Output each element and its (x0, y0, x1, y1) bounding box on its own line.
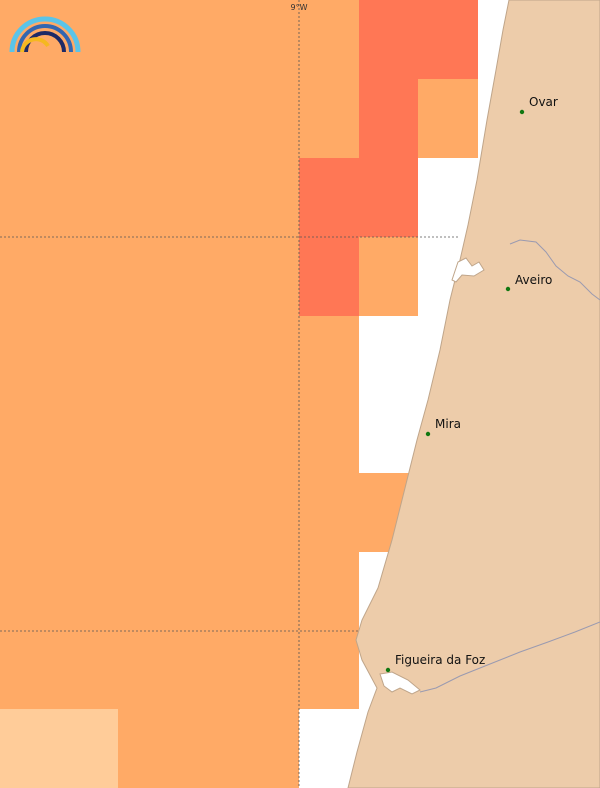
grid-cell-high-north (359, 0, 478, 79)
city-dot[interactable] (425, 431, 431, 437)
river-mondego (419, 621, 600, 693)
grid-cell-high-aveiro (299, 237, 359, 316)
city-label: Figueira da Foz (395, 653, 485, 667)
grid-cell-medium-ovar (418, 79, 478, 158)
graticule (0, 0, 458, 788)
grid-cell-medium-main (0, 0, 359, 709)
grid-cell-high-center (299, 158, 418, 237)
city-dot[interactable] (519, 109, 525, 115)
shaded-grid-cells (0, 0, 478, 788)
city-dot[interactable] (505, 286, 511, 292)
city-label: Ovar (529, 95, 558, 109)
land-mass (347, 0, 600, 788)
grid-cell-low-southwest (0, 709, 118, 788)
mondego-estuary (379, 671, 421, 695)
city-dot[interactable] (385, 667, 391, 673)
city-label: Aveiro (515, 273, 552, 287)
city-label: Mira (435, 417, 461, 431)
river-vouga (509, 239, 600, 301)
provider-logo-icon[interactable] (9, 16, 81, 53)
longitude-label: 9°W (291, 3, 308, 12)
aveiro-lagoon (451, 257, 485, 283)
grid-cell-medium-aveiro (359, 237, 418, 316)
city-markers: Ovar Aveiro Mira Figueira da Foz (385, 95, 558, 673)
grid-cell-medium-south (118, 709, 299, 788)
grid-cell-high-north-2 (359, 79, 418, 158)
